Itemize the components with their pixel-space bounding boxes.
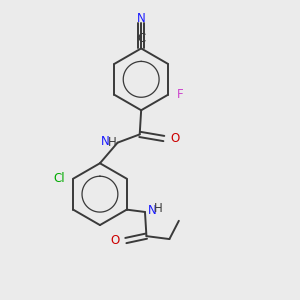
Text: O: O bbox=[170, 132, 180, 145]
Text: N: N bbox=[137, 12, 146, 25]
Text: H: H bbox=[107, 136, 116, 149]
Text: O: O bbox=[110, 234, 119, 247]
Text: H: H bbox=[154, 202, 163, 215]
Text: N: N bbox=[148, 204, 157, 217]
Text: Cl: Cl bbox=[53, 172, 65, 185]
Text: N: N bbox=[101, 135, 110, 148]
Text: F: F bbox=[177, 88, 183, 101]
Text: C: C bbox=[137, 32, 145, 45]
